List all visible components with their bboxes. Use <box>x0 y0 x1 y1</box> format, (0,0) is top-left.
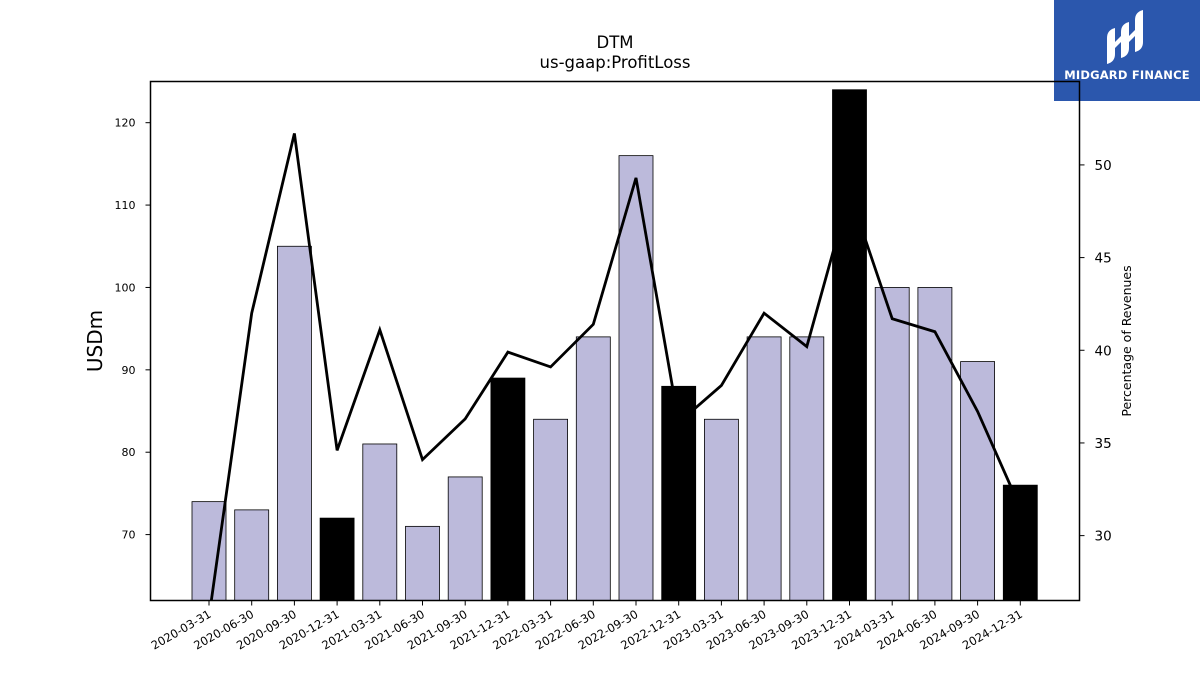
y-tick-label: 70 <box>122 529 136 542</box>
bar-2020-09-30 <box>276 245 312 601</box>
bar-2024-12-31 <box>1002 484 1038 601</box>
x-axis: 2020-03-312020-06-302020-09-302020-12-31… <box>149 600 1025 653</box>
chart-subtitle: us-gaap:ProfitLoss <box>540 53 691 72</box>
percentage-line <box>209 133 1022 601</box>
y-tick-label: 100 <box>115 281 136 294</box>
midgard-m-logo-icon <box>1107 10 1143 64</box>
bar-2023-03-31 <box>704 418 739 601</box>
bar-2021-12-31 <box>490 377 526 601</box>
bar-2021-06-30 <box>405 525 440 601</box>
bar-2020-12-31 <box>319 517 355 601</box>
bar-2020-03-31 <box>191 501 227 601</box>
bar-2021-03-31 <box>362 443 398 601</box>
y-axis-label: USDm <box>83 310 107 372</box>
y-axis-right: 30 35 40 45 50 <box>1079 158 1112 545</box>
bar-2023-12-31 <box>832 89 867 601</box>
y-right-tick-label: 35 <box>1095 436 1112 452</box>
bar-2022-06-30 <box>575 336 611 601</box>
y-right-tick-label: 40 <box>1095 343 1112 359</box>
y-tick-label: 90 <box>122 364 136 377</box>
bars-group <box>191 89 1038 601</box>
bar-2022-09-30 <box>618 155 654 601</box>
y-right-tick-label: 30 <box>1095 529 1112 545</box>
y-tick-label: 120 <box>115 117 136 130</box>
line-group <box>209 133 1022 601</box>
y-right-tick-label: 45 <box>1095 251 1112 267</box>
bar-2023-06-30 <box>746 336 782 601</box>
y-axis-right-label: Percentage of Revenues <box>1119 265 1134 416</box>
y-axis-left: 70 80 90 100 110 120 <box>115 117 151 542</box>
y-tick-label: 110 <box>115 199 136 212</box>
chart-title: DTM <box>596 33 633 52</box>
midgard-finance-logo: MIDGARD FINANCE <box>1054 0 1200 101</box>
y-tick-label: 80 <box>122 446 136 459</box>
bar-2022-03-31 <box>533 418 568 601</box>
bar-2024-03-31 <box>874 287 910 601</box>
plot-frame <box>149 80 1081 602</box>
y-right-tick-label: 50 <box>1095 158 1112 174</box>
bar-2021-09-30 <box>447 476 483 601</box>
logo-text: MIDGARD FINANCE <box>1064 68 1190 82</box>
bar-2020-06-30 <box>234 509 270 601</box>
bar-2024-09-30 <box>960 361 995 601</box>
bar-2023-09-30 <box>789 336 825 601</box>
